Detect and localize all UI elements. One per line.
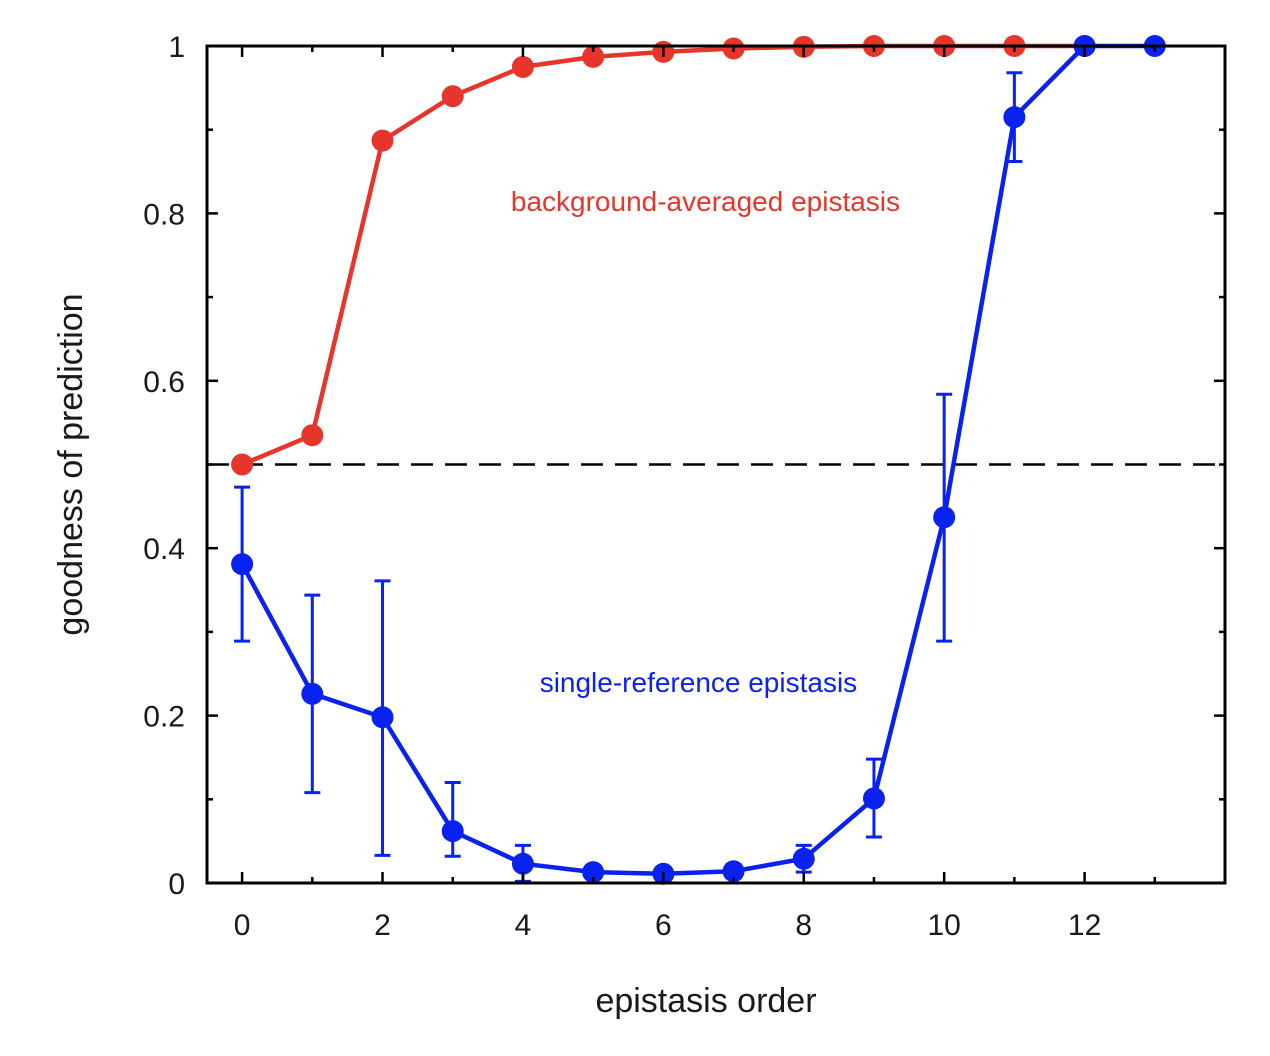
data-point (511, 55, 534, 78)
y-tick-label: 0.8 (143, 198, 185, 231)
data-point (582, 45, 605, 68)
data-point (1003, 106, 1026, 129)
data-point (301, 682, 324, 705)
y-axis-title: goodness of prediction (52, 293, 90, 635)
data-point (582, 861, 605, 884)
data-point (933, 506, 956, 529)
series-1 (231, 35, 1166, 885)
data-point (371, 706, 394, 729)
y-tick-label: 1 (168, 31, 185, 64)
series-line (241, 43, 1085, 467)
data-point (231, 453, 254, 476)
data-point (231, 553, 254, 576)
x-tick-label: 10 (927, 909, 960, 942)
annotation: single-reference epistasis (540, 667, 858, 698)
data-point (862, 787, 885, 810)
x-tick-label: 6 (655, 909, 672, 942)
x-tick-label: 2 (374, 909, 391, 942)
x-tick-label: 0 (234, 909, 251, 942)
data-point (371, 129, 394, 152)
y-tick-label: 0.2 (143, 701, 185, 734)
x-tick-label: 12 (1068, 909, 1101, 942)
data-point (301, 424, 324, 447)
series-0 (231, 35, 1096, 476)
data-point (441, 85, 464, 108)
data-point (441, 820, 464, 843)
x-axis-title: epistasis order (595, 982, 816, 1020)
data-point (511, 852, 534, 875)
annotation: background-averaged epistasis (511, 186, 900, 217)
y-tick-label: 0.4 (143, 533, 185, 566)
annotations-layer: background-averaged epistasis single-refe… (511, 186, 900, 698)
data-point (792, 847, 815, 870)
ticks-layer: 0 2 4 6 8 10 12 0 0.2 0.4 0.6 0.8 1 (143, 31, 1225, 942)
series-line (240, 43, 1155, 877)
y-tick-label: 0 (168, 868, 185, 901)
y-tick-label: 0.6 (143, 366, 185, 399)
series-layer (231, 35, 1166, 885)
data-point (722, 860, 745, 883)
x-tick-label: 8 (795, 909, 812, 942)
x-tick-label: 4 (515, 909, 532, 942)
